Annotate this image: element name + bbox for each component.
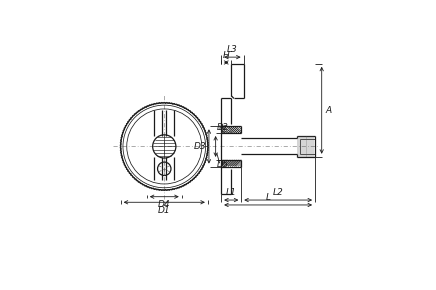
Text: H: H	[223, 51, 230, 60]
Text: L: L	[266, 193, 271, 202]
Text: D5: D5	[216, 160, 228, 169]
Text: D2: D2	[216, 123, 228, 132]
Text: D4: D4	[158, 200, 170, 209]
Text: H7: H7	[219, 126, 228, 131]
Text: D3: D3	[194, 142, 206, 151]
Text: A: A	[325, 106, 331, 115]
Text: L3: L3	[227, 45, 238, 54]
Text: L2: L2	[273, 188, 283, 197]
Text: L1: L1	[226, 188, 237, 197]
Text: D1: D1	[158, 206, 170, 215]
